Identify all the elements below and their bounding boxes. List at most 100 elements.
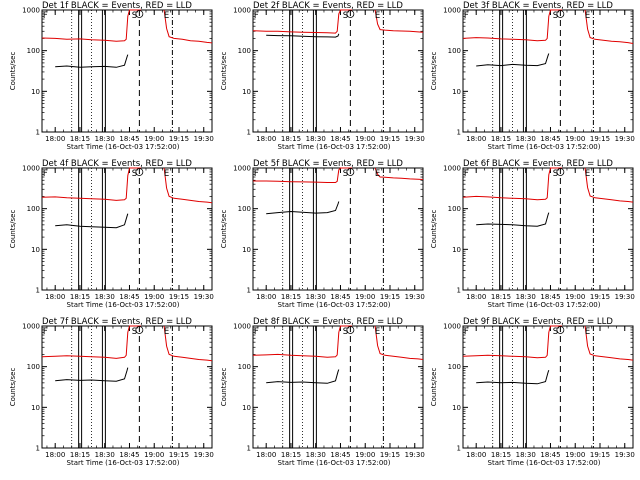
x-axis-label: Start Time (16-Oct-03 17:52:00) [488,459,601,467]
y-tick-label: 100 [27,47,40,55]
annotation-e: E [585,169,590,179]
chart-panel-4: Det 4f BLACK = Events, RED = LLD 1 10 100 10… [9,159,214,309]
x-tick-label: 19:30 [405,135,425,143]
annotation-e: E [585,11,590,21]
y-tick-label: 100 [238,363,251,371]
chart-panel-3: Det 3f BLACK = Events, RED = LLD 1 10 100 10… [430,1,635,151]
series-line-lld-2 [41,9,141,42]
series-line-lld-2 [462,325,562,359]
axes-frame [252,9,424,133]
series-line-lld-3 [584,325,634,361]
series-line-lld-2 [41,325,141,359]
y-tick-label: 1 [36,129,40,137]
x-tick-label: 19:15 [169,135,189,143]
y-tick-label: 10 [452,88,461,96]
annotation-ring [135,168,144,176]
x-tick-label: 18:30 [306,293,326,301]
x-tick-label: 19:15 [169,451,189,459]
x-tick-label: 18:30 [95,451,115,459]
x-axis-label: Start Time (16-Oct-03 17:52:00) [67,459,180,467]
y-axis-label: Counts/sec [9,368,17,407]
x-tick-label: 18:15 [281,451,301,459]
series-line-lld-2 [253,167,352,183]
x-tick-label: 19:00 [355,135,375,143]
x-tick-label: 18:30 [306,451,326,459]
x-tick-label: 19:15 [590,135,610,143]
series-line-lld-2 [41,167,141,201]
chart-panel-2: Det 2f BLACK = Events, RED = LLD 1 10 100 10… [220,1,425,151]
x-axis-label: Start Time (16-Oct-03 17:52:00) [488,143,601,151]
annotation-ring [346,168,355,176]
x-tick-label: 18:00 [466,293,486,301]
x-tick-label: 18:45 [540,135,560,143]
annotation-s: S [553,169,558,179]
x-tick-label: 18:45 [330,451,350,459]
y-tick-label: 10 [242,246,251,254]
annotation-ring [135,326,144,334]
x-tick-label: 19:00 [565,135,585,143]
x-axis-label: Start Time (16-Oct-03 17:52:00) [67,301,180,309]
y-tick-label: 1 [457,445,461,453]
annotation-e: E [375,169,380,179]
x-tick-label: 19:30 [405,451,425,459]
chart-title: Det 4f BLACK = Events, RED = LLD [42,159,192,169]
x-tick-label: 19:30 [194,293,214,301]
x-tick-label: 18:45 [540,293,560,301]
axes-frame [462,167,634,291]
y-tick-label: 1000 [233,7,251,15]
x-tick-label: 19:00 [144,135,164,143]
x-tick-label: 18:15 [70,293,90,301]
chart-title: Det 8f BLACK = Events, RED = LLD [253,317,403,327]
x-tick-label: 18:15 [491,293,511,301]
series-line-lld-3 [584,9,634,44]
x-tick-label: 18:00 [466,135,486,143]
x-tick-label: 18:15 [491,451,511,459]
chart-panel-1: Det 1f BLACK = Events, RED = LLD 1 10 100 10… [9,1,214,151]
y-tick-label: 10 [31,404,40,412]
x-tick-label: 18:00 [256,451,276,459]
series-line-lld-3 [374,9,424,33]
y-axis-label: Counts/sec [430,52,438,91]
x-tick-label: 18:30 [95,293,115,301]
annotation-f: F [43,327,48,337]
annotation-ring [556,168,565,176]
x-tick-label: 18:45 [540,451,560,459]
x-tick-label: 19:00 [565,293,585,301]
y-tick-label: 1 [457,287,461,295]
annotation-s: S [553,11,558,21]
annotation-s: S [343,11,348,21]
x-tick-label: 18:00 [45,135,65,143]
x-tick-label: 19:30 [615,135,635,143]
annotation-f: F [254,169,259,179]
x-tick-label: 18:30 [306,135,326,143]
x-tick-label: 18:00 [256,135,276,143]
series-line-lld-2 [252,325,352,358]
axes-frame [41,167,213,291]
y-tick-label: 10 [242,88,251,96]
chart-title: Det 7f BLACK = Events, RED = LLD [42,317,192,327]
y-tick-label: 10 [452,404,461,412]
x-tick-label: 19:15 [380,293,400,301]
annotation-s: S [343,169,348,179]
y-tick-label: 10 [31,88,40,96]
annotation-f: F [254,11,259,21]
x-tick-label: 19:00 [565,451,585,459]
series-line-lld-3 [163,9,213,44]
y-tick-label: 1 [457,129,461,137]
series-line-events-1 [476,53,550,67]
y-tick-label: 100 [27,363,40,371]
x-tick-label: 18:45 [119,293,139,301]
axes-frame [462,325,634,449]
y-tick-label: 10 [242,404,251,412]
x-tick-label: 19:15 [380,135,400,143]
annotation-f: F [464,327,469,337]
chart-title: Det 3f BLACK = Events, RED = LLD [463,1,613,11]
y-tick-label: 1000 [443,165,461,173]
annotation-ring [346,326,355,334]
x-tick-label: 18:15 [70,451,90,459]
series-line-lld-3 [163,167,213,204]
x-tick-label: 19:15 [590,451,610,459]
x-tick-label: 18:00 [466,451,486,459]
series-line-events-1 [55,213,129,229]
